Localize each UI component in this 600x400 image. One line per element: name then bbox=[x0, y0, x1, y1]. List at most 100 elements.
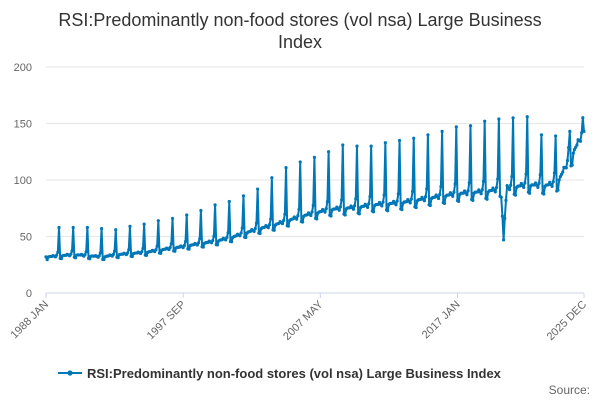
data-point[interactable] bbox=[199, 208, 203, 213]
data-point[interactable] bbox=[499, 195, 503, 199]
data-point[interactable] bbox=[570, 163, 574, 167]
data-point[interactable] bbox=[412, 136, 416, 140]
data-point[interactable] bbox=[571, 151, 575, 155]
data-point[interactable] bbox=[537, 181, 541, 185]
data-point[interactable] bbox=[423, 195, 428, 199]
data-point[interactable] bbox=[381, 200, 385, 204]
data-point[interactable] bbox=[156, 219, 160, 223]
data-point[interactable] bbox=[226, 231, 230, 235]
data-point[interactable] bbox=[485, 197, 489, 201]
data-point[interactable] bbox=[557, 178, 561, 182]
data-point[interactable] bbox=[71, 225, 75, 230]
data-point[interactable] bbox=[551, 180, 555, 184]
data-point[interactable] bbox=[581, 116, 585, 120]
data-point[interactable] bbox=[422, 199, 426, 203]
data-point[interactable] bbox=[466, 189, 470, 193]
data-point[interactable] bbox=[425, 187, 429, 191]
data-point[interactable] bbox=[471, 198, 475, 202]
data-point[interactable] bbox=[513, 193, 518, 197]
data-point[interactable] bbox=[524, 172, 528, 176]
data-point[interactable] bbox=[238, 234, 242, 238]
data-point[interactable] bbox=[386, 209, 390, 213]
source-label[interactable]: Source: bbox=[549, 383, 590, 397]
data-point[interactable] bbox=[240, 226, 244, 230]
data-point[interactable] bbox=[272, 228, 276, 232]
data-point[interactable] bbox=[212, 234, 216, 238]
data-point[interactable] bbox=[439, 184, 443, 189]
data-point[interactable] bbox=[130, 254, 134, 259]
data-point[interactable] bbox=[479, 192, 483, 196]
data-point[interactable] bbox=[465, 193, 469, 197]
data-point[interactable] bbox=[496, 177, 500, 181]
data-point[interactable] bbox=[83, 253, 87, 257]
data-point[interactable] bbox=[351, 207, 356, 211]
data-point[interactable] bbox=[325, 200, 330, 204]
data-point[interactable] bbox=[582, 129, 586, 134]
data-point[interactable] bbox=[155, 244, 159, 248]
data-point[interactable] bbox=[170, 216, 175, 221]
data-point[interactable] bbox=[173, 249, 177, 253]
data-point[interactable] bbox=[168, 245, 172, 250]
data-point[interactable] bbox=[340, 198, 344, 202]
data-point[interactable] bbox=[298, 160, 302, 164]
data-point[interactable] bbox=[343, 213, 347, 217]
data-point[interactable] bbox=[112, 249, 117, 253]
data-point[interactable] bbox=[380, 204, 384, 208]
data-point[interactable] bbox=[282, 218, 286, 222]
data-point[interactable] bbox=[556, 188, 560, 192]
data-point[interactable] bbox=[315, 217, 319, 221]
data-point[interactable] bbox=[154, 248, 158, 252]
data-point[interactable] bbox=[369, 144, 373, 148]
data-point[interactable] bbox=[522, 185, 526, 190]
data-point[interactable] bbox=[561, 170, 565, 174]
data-point[interactable] bbox=[565, 158, 570, 163]
data-point[interactable] bbox=[394, 203, 398, 207]
data-point[interactable] bbox=[45, 258, 49, 262]
data-point[interactable] bbox=[546, 183, 551, 187]
data-point[interactable] bbox=[323, 210, 327, 214]
data-point[interactable] bbox=[494, 185, 499, 190]
data-point[interactable] bbox=[564, 166, 568, 170]
data-point[interactable] bbox=[114, 228, 118, 232]
data-point[interactable] bbox=[256, 187, 260, 191]
data-point[interactable] bbox=[111, 252, 115, 256]
data-point[interactable] bbox=[467, 180, 471, 185]
data-point[interactable] bbox=[88, 257, 92, 261]
data-point[interactable] bbox=[337, 208, 341, 212]
data-point[interactable] bbox=[552, 171, 557, 175]
data-point[interactable] bbox=[258, 231, 262, 236]
data-point[interactable] bbox=[502, 238, 506, 242]
data-point[interactable] bbox=[187, 247, 191, 251]
data-point[interactable] bbox=[198, 237, 202, 241]
data-point[interactable] bbox=[159, 251, 163, 255]
data-point[interactable] bbox=[483, 119, 487, 123]
data-point[interactable] bbox=[270, 176, 274, 180]
data-point[interactable] bbox=[127, 248, 131, 252]
data-point[interactable] bbox=[409, 197, 413, 201]
data-point[interactable] bbox=[254, 221, 259, 225]
data-point[interactable] bbox=[366, 205, 370, 209]
data-point[interactable] bbox=[497, 117, 501, 121]
data-point[interactable] bbox=[286, 224, 290, 228]
data-point[interactable] bbox=[500, 214, 505, 218]
data-point[interactable] bbox=[503, 216, 507, 221]
data-point[interactable] bbox=[355, 144, 359, 148]
data-point[interactable] bbox=[312, 155, 317, 159]
data-point[interactable] bbox=[196, 241, 201, 245]
data-point[interactable] bbox=[428, 203, 432, 208]
data-point[interactable] bbox=[382, 193, 386, 197]
data-point[interactable] bbox=[140, 250, 144, 254]
data-point[interactable] bbox=[442, 201, 447, 206]
data-point[interactable] bbox=[227, 199, 231, 204]
data-point[interactable] bbox=[481, 179, 486, 183]
data-point[interactable] bbox=[267, 223, 272, 227]
data-point[interactable] bbox=[454, 125, 458, 129]
data-point[interactable] bbox=[575, 143, 579, 147]
data-point[interactable] bbox=[539, 133, 544, 137]
data-point[interactable] bbox=[453, 182, 457, 186]
data-point[interactable] bbox=[84, 250, 88, 254]
data-point[interactable] bbox=[567, 145, 571, 150]
data-point[interactable] bbox=[215, 243, 220, 247]
data-point[interactable] bbox=[408, 201, 412, 205]
data-point[interactable] bbox=[580, 131, 584, 135]
